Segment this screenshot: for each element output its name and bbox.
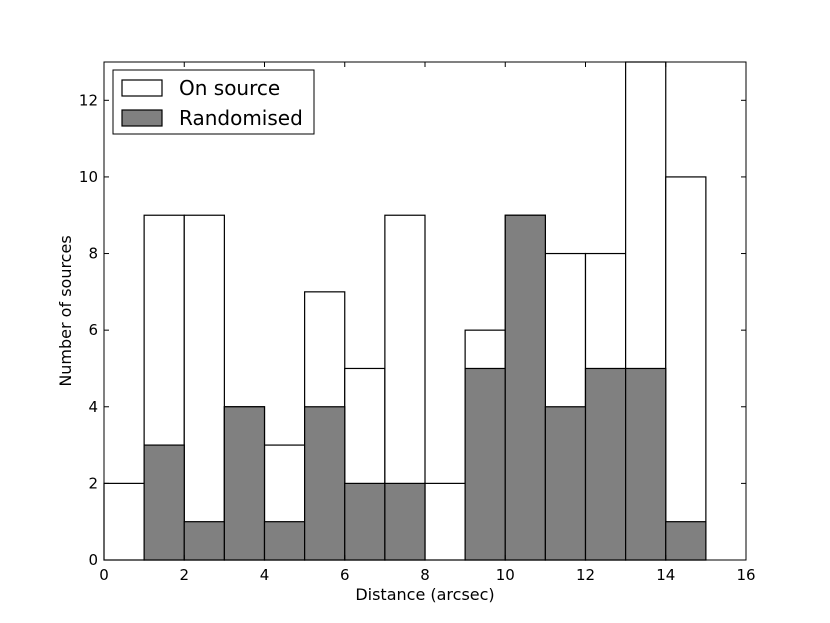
- x-tick-label: 0: [99, 566, 109, 584]
- bar-randomised: [544, 406, 587, 561]
- bar-randomised: [384, 482, 426, 561]
- y-axis-label: Number of sources: [56, 235, 75, 386]
- bar-randomised: [665, 521, 707, 561]
- bar-randomised: [504, 214, 546, 561]
- bar-randomised: [263, 521, 306, 561]
- bar-on-source: [183, 214, 225, 561]
- x-tick-label: 16: [736, 566, 755, 584]
- bar-randomised: [625, 367, 667, 561]
- legend-label: Randomised: [179, 106, 303, 130]
- x-tick-label: 14: [656, 566, 675, 584]
- x-tick-label: 6: [340, 566, 350, 584]
- y-tick-label: 2: [88, 474, 98, 492]
- bar-on-source: [424, 482, 466, 561]
- bar-randomised: [584, 367, 627, 561]
- x-tick-label: 8: [420, 566, 430, 584]
- ticks-group: 0 2 4 6 8 10 12 14 16 0 2 4 6 8 10 12: [79, 62, 756, 584]
- legend-label: On source: [179, 76, 280, 100]
- bar-on-source: [103, 482, 145, 561]
- bars-group: [103, 61, 707, 561]
- x-tick-label: 10: [496, 566, 515, 584]
- x-tick-label: 4: [260, 566, 270, 584]
- x-tick-label: 12: [576, 566, 595, 584]
- bar-randomised: [223, 406, 266, 561]
- y-tick-label: 4: [88, 398, 98, 416]
- y-tick-label: 6: [88, 321, 98, 339]
- bar-randomised: [304, 406, 346, 561]
- y-tick-label: 0: [88, 551, 98, 569]
- bar-on-source: [665, 176, 707, 561]
- legend-swatch: [121, 109, 163, 127]
- y-tick-label: 12: [79, 91, 98, 109]
- bar-randomised: [344, 482, 386, 561]
- bar-randomised: [183, 521, 225, 561]
- x-axis-label: Distance (arcsec): [355, 585, 494, 604]
- series-randomised: [143, 214, 707, 561]
- y-tick-label: 8: [88, 245, 98, 263]
- bar-randomised: [143, 444, 185, 561]
- y-tick-label: 10: [79, 168, 98, 186]
- x-tick-label: 2: [179, 566, 189, 584]
- legend-swatch: [121, 79, 163, 97]
- legend: On source Randomised: [112, 69, 315, 135]
- bar-randomised: [464, 367, 506, 561]
